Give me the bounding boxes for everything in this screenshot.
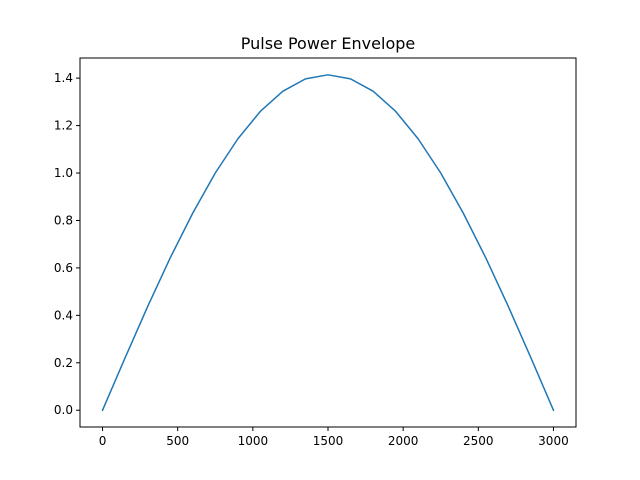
y-tick-label: 1.4 [54, 71, 73, 85]
y-tick-label: 0.4 [54, 308, 73, 322]
y-tick-label: 0.2 [54, 356, 73, 370]
y-tick-label: 0.6 [54, 261, 73, 275]
x-tick-label: 3000 [538, 434, 569, 448]
y-tick-label: 1.0 [54, 166, 73, 180]
x-tick-label: 0 [99, 434, 107, 448]
axes-frame [79, 57, 577, 428]
x-tick-label: 2500 [463, 434, 494, 448]
plot-area: 0 500 1000 1500 2000 2500 3000 0.0 0.2 0.4 0.6 0.8 1… [54, 57, 577, 448]
x-tick-label: 1000 [238, 434, 269, 448]
x-tick-label: 2000 [388, 434, 419, 448]
chart-title: Pulse Power Envelope [241, 34, 415, 53]
y-tick-label: 0.8 [54, 213, 73, 227]
x-tick-label: 1500 [313, 434, 344, 448]
y-tick-label: 0.0 [54, 403, 73, 417]
x-tick-label: 500 [166, 434, 189, 448]
series-line-0 [101, 74, 555, 412]
y-tick-label: 1.2 [54, 119, 73, 133]
